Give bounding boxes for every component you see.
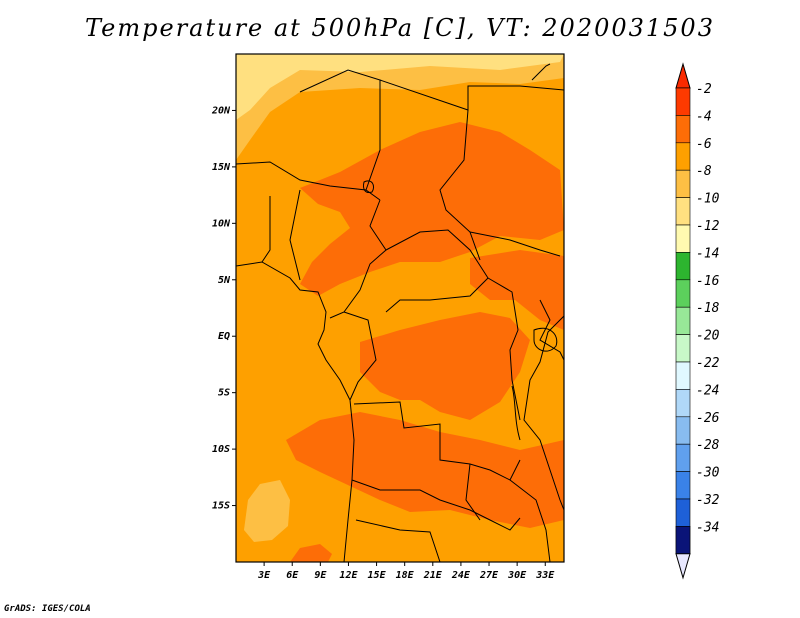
colorbar-segment — [675, 224, 691, 253]
field-warm-sahel — [300, 122, 564, 296]
field-warm-corner — [290, 544, 332, 562]
colorbar-segment — [675, 115, 691, 144]
colorbar-label: -24 — [696, 383, 719, 398]
field-warm-central — [360, 312, 530, 420]
lon-tick-label: 12E — [339, 570, 358, 581]
colorbar-segment — [675, 416, 691, 445]
field-warm-south — [286, 412, 564, 528]
colorbar-segment — [675, 87, 691, 116]
lake-chad — [363, 180, 375, 193]
colorbar-segment — [675, 389, 691, 418]
colorbar-label: -32 — [696, 493, 720, 508]
lake-victoria — [533, 327, 558, 352]
colorbar-label: -30 — [696, 466, 720, 481]
map-frame — [235, 53, 565, 563]
lake-tanganyika — [511, 385, 521, 441]
border-chad — [439, 109, 481, 261]
country-boundaries — [236, 63, 564, 562]
lat-tick-label: 20N — [211, 105, 231, 116]
lon-tick-label: 30E — [507, 570, 527, 581]
colorbar-label: -10 — [696, 192, 720, 207]
colorbar-label: -6 — [696, 137, 712, 152]
border-congo — [343, 311, 377, 401]
lat-tick-label: 10S — [212, 444, 230, 455]
lon-tick-label: 27E — [479, 570, 499, 581]
chart-title: Temperature at 500hPa [C], VT: 202003150… — [85, 14, 715, 42]
colorbar: -2 -4 -6 -8 -10 -12 -14 -16 -18 -20 -22 -24 -26 -28 -3… — [675, 62, 720, 580]
colorbar-label: -20 — [696, 329, 720, 344]
colorbar-label: -22 — [696, 356, 720, 371]
field-cool-north — [236, 54, 564, 160]
lat-tick-label: 15N — [212, 162, 231, 173]
longitude-axis: 3E 6E 9E 12E 15E 18E 21E 24E 27E 30E 33E — [257, 562, 555, 581]
border-north-2 — [379, 79, 564, 111]
lon-tick-label: 21E — [423, 570, 443, 581]
border-zambia — [465, 463, 551, 562]
lat-tick-label: 15S — [212, 501, 230, 512]
colorbar-label: -12 — [696, 219, 720, 234]
border-uganda — [539, 299, 564, 361]
colorbar-segment — [675, 498, 691, 527]
colorbar-top-arrow — [675, 62, 691, 89]
colorbar-segment — [675, 252, 691, 281]
field-cool-southwest — [244, 480, 290, 542]
border-nigeria — [261, 189, 301, 281]
colorbar-label: -4 — [696, 109, 712, 124]
colorbar-segment — [675, 279, 691, 308]
colorbar-label: -18 — [696, 301, 720, 316]
colorbar-label: -26 — [696, 411, 720, 426]
colorbar-segment — [675, 334, 691, 363]
lon-tick-label: 3E — [257, 570, 271, 581]
colorbar-segment — [675, 142, 691, 171]
lon-tick-label: 9E — [314, 570, 327, 581]
colorbar-label: -2 — [696, 82, 712, 97]
red-sea-coast — [531, 63, 551, 81]
lat-tick-label: EQ — [218, 331, 230, 342]
latitude-axis: 20N 15N 10N 5N EQ 5S 10S 15S — [211, 105, 236, 512]
lat-tick-label: 10N — [212, 218, 231, 229]
coastline-east — [523, 315, 564, 511]
border-sudan — [469, 231, 561, 257]
border-drc-east — [487, 277, 521, 421]
coastline-west — [236, 261, 355, 562]
lon-tick-label: 6E — [286, 570, 299, 581]
colorbar-label: -8 — [696, 164, 712, 179]
colorbar-bottom-segment — [675, 526, 691, 555]
colorbar-segment — [675, 361, 691, 390]
colorbar-segment — [675, 306, 691, 335]
colorbar-segment — [675, 169, 691, 198]
colorbar-label: -34 — [696, 520, 719, 535]
colorbar-bottom-arrow — [675, 553, 691, 580]
field-warm-east — [470, 250, 564, 330]
border-angola — [351, 479, 521, 531]
colorbar-label: -16 — [696, 274, 720, 289]
lon-tick-label: 15E — [368, 570, 387, 581]
border-namibia — [355, 519, 441, 562]
border-drc-south — [353, 401, 521, 481]
lon-tick-label: 24E — [451, 570, 471, 581]
temperature-field — [236, 54, 564, 562]
border-niger — [236, 161, 381, 201]
colorbar-segment — [675, 471, 691, 500]
lat-tick-label: 5S — [218, 388, 230, 399]
colorbar-label: -14 — [696, 246, 719, 261]
lat-tick-label: 5N — [218, 275, 231, 286]
lon-tick-label: 33E — [535, 570, 555, 581]
colorbar-segment — [675, 197, 691, 226]
field-coolest-north — [236, 54, 564, 120]
lon-tick-label: 18E — [396, 570, 415, 581]
colorbar-label: -28 — [696, 438, 720, 453]
footer-credit: GrADS: IGES/COLA — [4, 604, 91, 614]
colorbar-segment — [675, 443, 691, 472]
